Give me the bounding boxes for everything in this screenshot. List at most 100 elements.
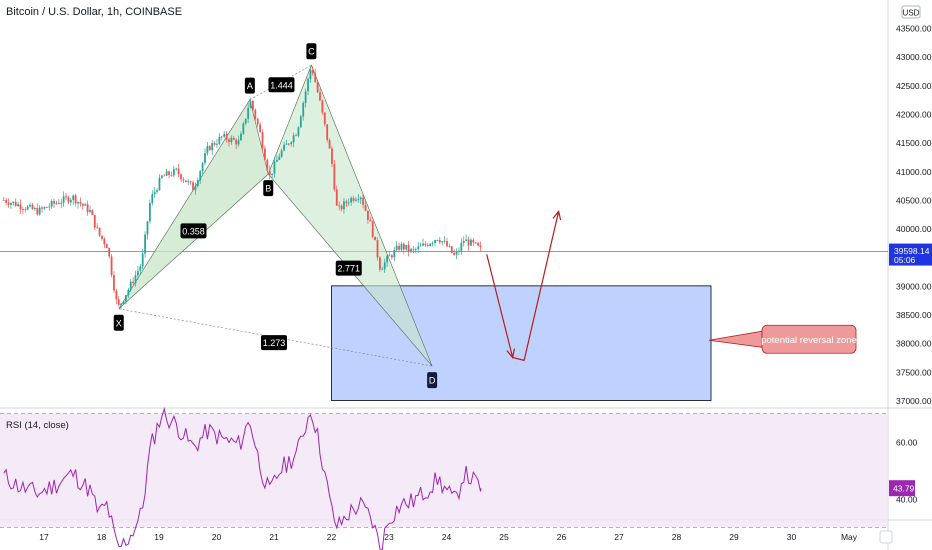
candle-body bbox=[208, 146, 211, 151]
candle-body bbox=[196, 180, 199, 187]
candle-body bbox=[84, 204, 87, 206]
candle-body bbox=[266, 159, 269, 171]
candle-body bbox=[472, 239, 475, 243]
projection-arrowhead-up bbox=[552, 210, 562, 221]
candle-body bbox=[292, 135, 295, 143]
candle-body bbox=[31, 204, 34, 210]
currency-badge[interactable]: USD bbox=[901, 5, 921, 19]
ratio-label-bg[interactable] bbox=[261, 335, 287, 351]
candle-body bbox=[249, 100, 252, 109]
point-label-a-bg[interactable] bbox=[244, 77, 255, 94]
candle-body bbox=[148, 202, 151, 222]
candle-body bbox=[72, 195, 75, 200]
candle-body bbox=[237, 140, 240, 145]
candle-body bbox=[218, 136, 221, 144]
candle-body bbox=[453, 252, 456, 255]
candle-body bbox=[357, 199, 360, 200]
rsi-pane[interactable]: RSI (14, close) bbox=[0, 406, 888, 550]
candle-body bbox=[438, 240, 441, 243]
candle-body bbox=[216, 143, 218, 145]
ratio-label: 1.444 bbox=[270, 80, 293, 90]
ratio-label-bg[interactable] bbox=[268, 77, 295, 93]
point-label-b: B bbox=[265, 184, 271, 194]
candle-body bbox=[314, 73, 317, 83]
candle-body bbox=[362, 197, 365, 205]
candle-body bbox=[7, 202, 10, 205]
candle-body bbox=[462, 240, 465, 243]
price-tick-label: 43000.00 bbox=[896, 52, 932, 62]
projection-path[interactable] bbox=[486, 211, 560, 362]
candle-body bbox=[323, 112, 326, 125]
candle-body bbox=[299, 116, 302, 128]
candle-body bbox=[211, 143, 214, 151]
price-tick-label: 43500.00 bbox=[896, 24, 932, 34]
candle-body bbox=[19, 204, 22, 210]
candle-body bbox=[189, 181, 192, 183]
candle-body bbox=[105, 244, 108, 249]
candle-body bbox=[98, 227, 101, 236]
candle-body bbox=[10, 203, 12, 205]
candle-body bbox=[479, 245, 482, 248]
candle-body bbox=[14, 201, 17, 207]
candle-body bbox=[79, 201, 82, 204]
callout-box[interactable] bbox=[761, 324, 857, 354]
rsi-title: RSI (14, close) bbox=[6, 420, 69, 431]
projection-arrowhead-down bbox=[506, 348, 516, 359]
candle-body bbox=[278, 156, 281, 160]
candle-body bbox=[390, 255, 393, 258]
candle-body bbox=[450, 246, 453, 253]
candle-body bbox=[163, 175, 166, 177]
settings-icon[interactable] bbox=[879, 530, 893, 544]
candle-body bbox=[287, 143, 290, 145]
candle-body bbox=[436, 240, 439, 241]
candle-body bbox=[38, 207, 41, 215]
candle-body bbox=[386, 256, 388, 263]
ratio-label: 0.358 bbox=[182, 226, 205, 236]
candle-body bbox=[48, 206, 51, 208]
candle-body bbox=[22, 209, 24, 210]
candles bbox=[2, 66, 482, 310]
candle-body bbox=[376, 240, 379, 258]
candle-body bbox=[304, 91, 307, 103]
candle-body bbox=[414, 249, 417, 250]
time-tick-label: 22 bbox=[327, 532, 337, 542]
candle-body bbox=[388, 255, 391, 257]
candle-body bbox=[33, 208, 36, 210]
rsi-value-badge[interactable] bbox=[889, 480, 915, 497]
candle-body bbox=[429, 243, 432, 246]
candle-body bbox=[338, 205, 341, 207]
candle-body bbox=[383, 262, 386, 270]
candle-body bbox=[91, 210, 94, 216]
price-tick-label: 41500.00 bbox=[896, 138, 932, 148]
point-label-b-bg[interactable] bbox=[263, 180, 274, 197]
current-price-badge[interactable] bbox=[889, 243, 932, 266]
candle-body bbox=[328, 140, 331, 149]
ratio-label-bg[interactable] bbox=[180, 223, 207, 239]
candle-body bbox=[96, 227, 99, 229]
pattern-triangle-xab[interactable] bbox=[118, 98, 269, 309]
candle-body bbox=[17, 204, 20, 207]
price-pane[interactable]: X A B C D 1.444 0.358 2.771 1.273 potential rever… bbox=[0, 43, 888, 401]
candle-body bbox=[151, 194, 154, 203]
candle-body bbox=[458, 250, 460, 253]
candle-body bbox=[378, 257, 381, 270]
point-label-d-bg[interactable] bbox=[427, 372, 438, 389]
candle-body bbox=[263, 148, 266, 160]
time-tick-label: 17 bbox=[39, 532, 49, 542]
point-label-x-bg[interactable] bbox=[113, 314, 124, 331]
point-label-c-bg[interactable] bbox=[306, 43, 317, 60]
candle-body bbox=[280, 150, 283, 157]
candle-body bbox=[199, 170, 202, 181]
ratio-label-bg[interactable] bbox=[335, 260, 362, 276]
candle-body bbox=[144, 234, 147, 254]
candle-body bbox=[407, 244, 410, 252]
candle-body bbox=[343, 201, 345, 210]
rsi-line[interactable] bbox=[3, 406, 482, 550]
chart-title: Bitcoin / U.S. Dollar, 1h, COINBASE bbox=[6, 6, 182, 18]
candle-body bbox=[29, 204, 32, 207]
candle-body bbox=[228, 139, 230, 143]
candle-body bbox=[355, 199, 357, 201]
candle-body bbox=[419, 245, 422, 247]
candle-body bbox=[410, 248, 412, 252]
